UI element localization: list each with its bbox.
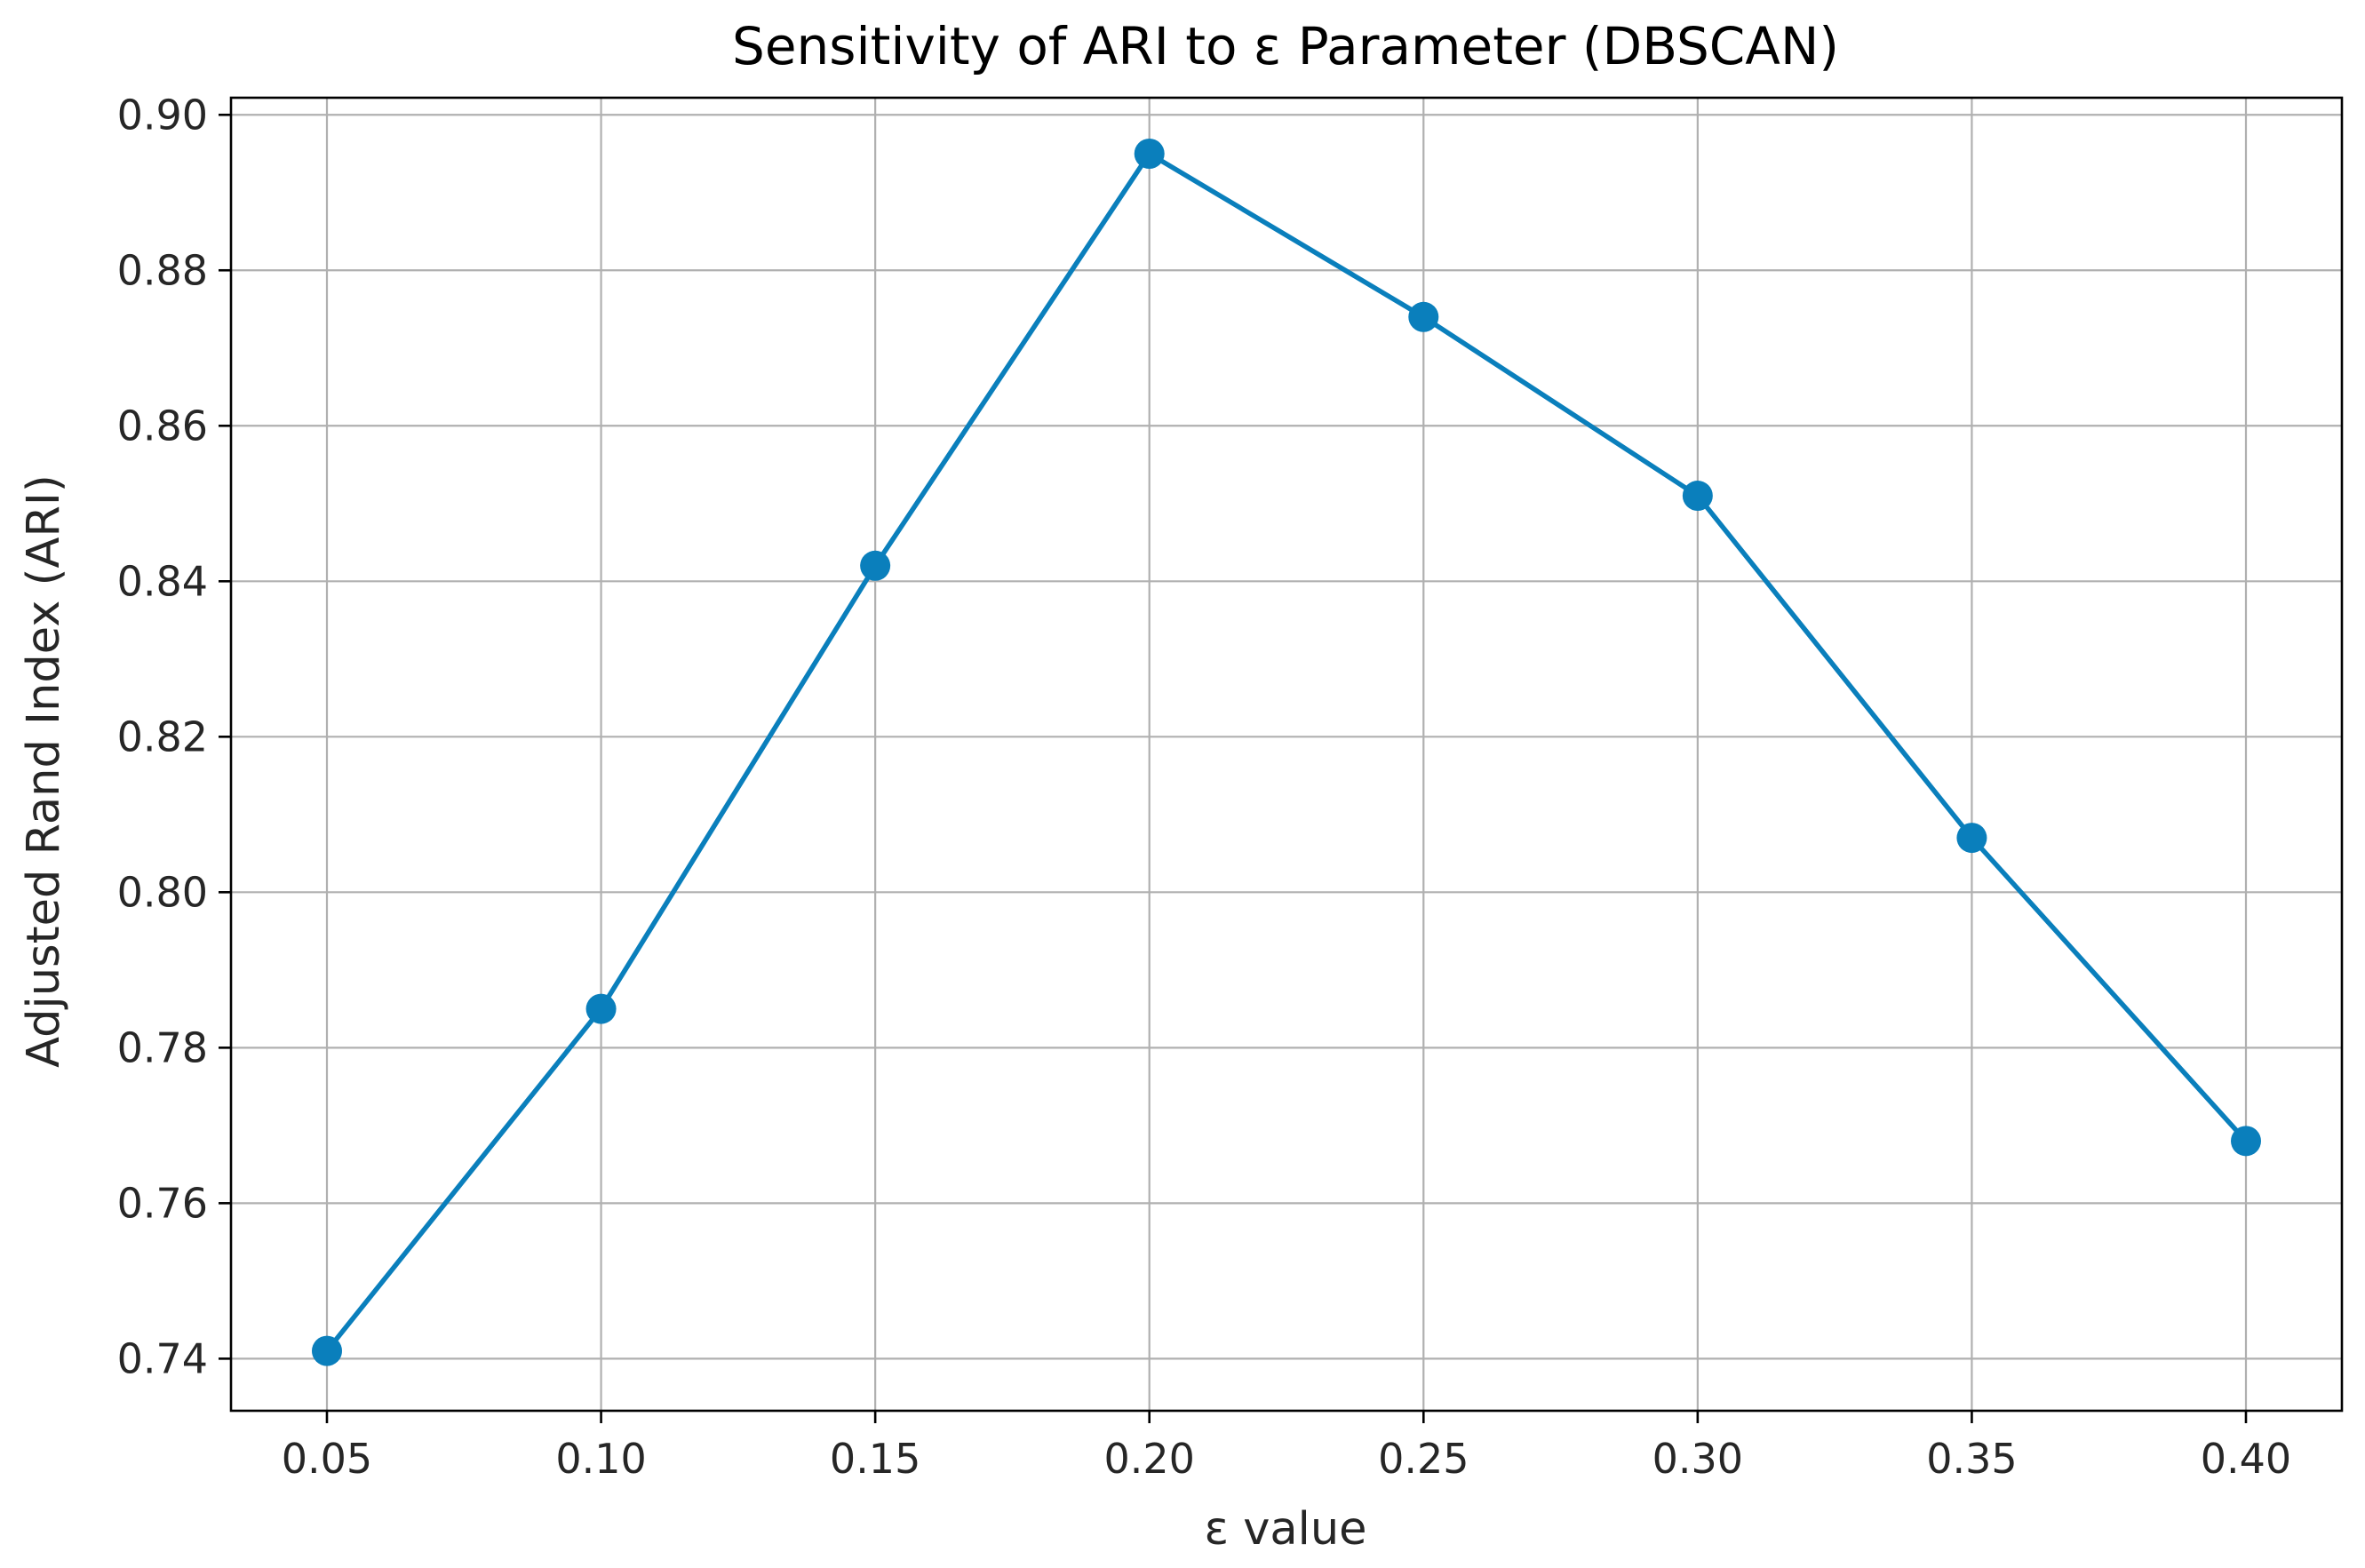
y-axis-label: Adjusted Rand Index (ARI) bbox=[18, 474, 70, 1068]
data-point-marker bbox=[2231, 1126, 2261, 1157]
y-tick-label: 0.78 bbox=[117, 1023, 208, 1071]
y-tick-label: 0.74 bbox=[117, 1334, 208, 1382]
y-tick-label: 0.82 bbox=[117, 712, 208, 760]
grid-lines bbox=[231, 98, 2342, 1411]
y-axis-ticks: 0.74 0.76 0.78 0.80 0.82 0.84 0.86 0.88 0.90 bbox=[117, 91, 231, 1382]
x-tick-label: 0.15 bbox=[830, 1435, 920, 1483]
data-point-marker bbox=[1408, 301, 1439, 332]
x-tick-label: 0.30 bbox=[1652, 1435, 1743, 1483]
x-tick-label: 0.40 bbox=[2201, 1435, 2291, 1483]
x-tick-label: 0.10 bbox=[555, 1435, 646, 1483]
x-axis-label: ε value bbox=[1204, 1503, 1366, 1556]
y-tick-label: 0.80 bbox=[117, 868, 208, 916]
y-tick-label: 0.88 bbox=[117, 246, 208, 294]
data-point-marker bbox=[860, 550, 891, 581]
x-tick-label: 0.20 bbox=[1104, 1435, 1195, 1483]
y-tick-label: 0.76 bbox=[117, 1179, 208, 1227]
data-point-marker bbox=[1682, 481, 1713, 512]
data-point-marker bbox=[312, 1335, 342, 1366]
x-tick-label: 0.05 bbox=[282, 1435, 372, 1483]
data-point-marker bbox=[1134, 139, 1165, 170]
y-tick-label: 0.84 bbox=[117, 557, 208, 605]
x-tick-label: 0.25 bbox=[1378, 1435, 1469, 1483]
x-axis-ticks: 0.05 0.10 0.15 0.20 0.25 0.30 0.35 0.40 bbox=[282, 1411, 2291, 1483]
x-tick-label: 0.35 bbox=[1926, 1435, 2017, 1483]
y-tick-label: 0.86 bbox=[117, 402, 208, 450]
series-layer bbox=[312, 139, 2261, 1366]
data-point-marker bbox=[1956, 823, 1987, 854]
y-tick-label: 0.90 bbox=[117, 91, 208, 139]
series-line bbox=[324, 151, 2249, 1354]
chart-title: Sensitivity of ARI to ε Parameter (DBSCA… bbox=[732, 16, 1839, 76]
plot-area-frame bbox=[229, 96, 2344, 1413]
data-point-marker bbox=[585, 993, 617, 1024]
